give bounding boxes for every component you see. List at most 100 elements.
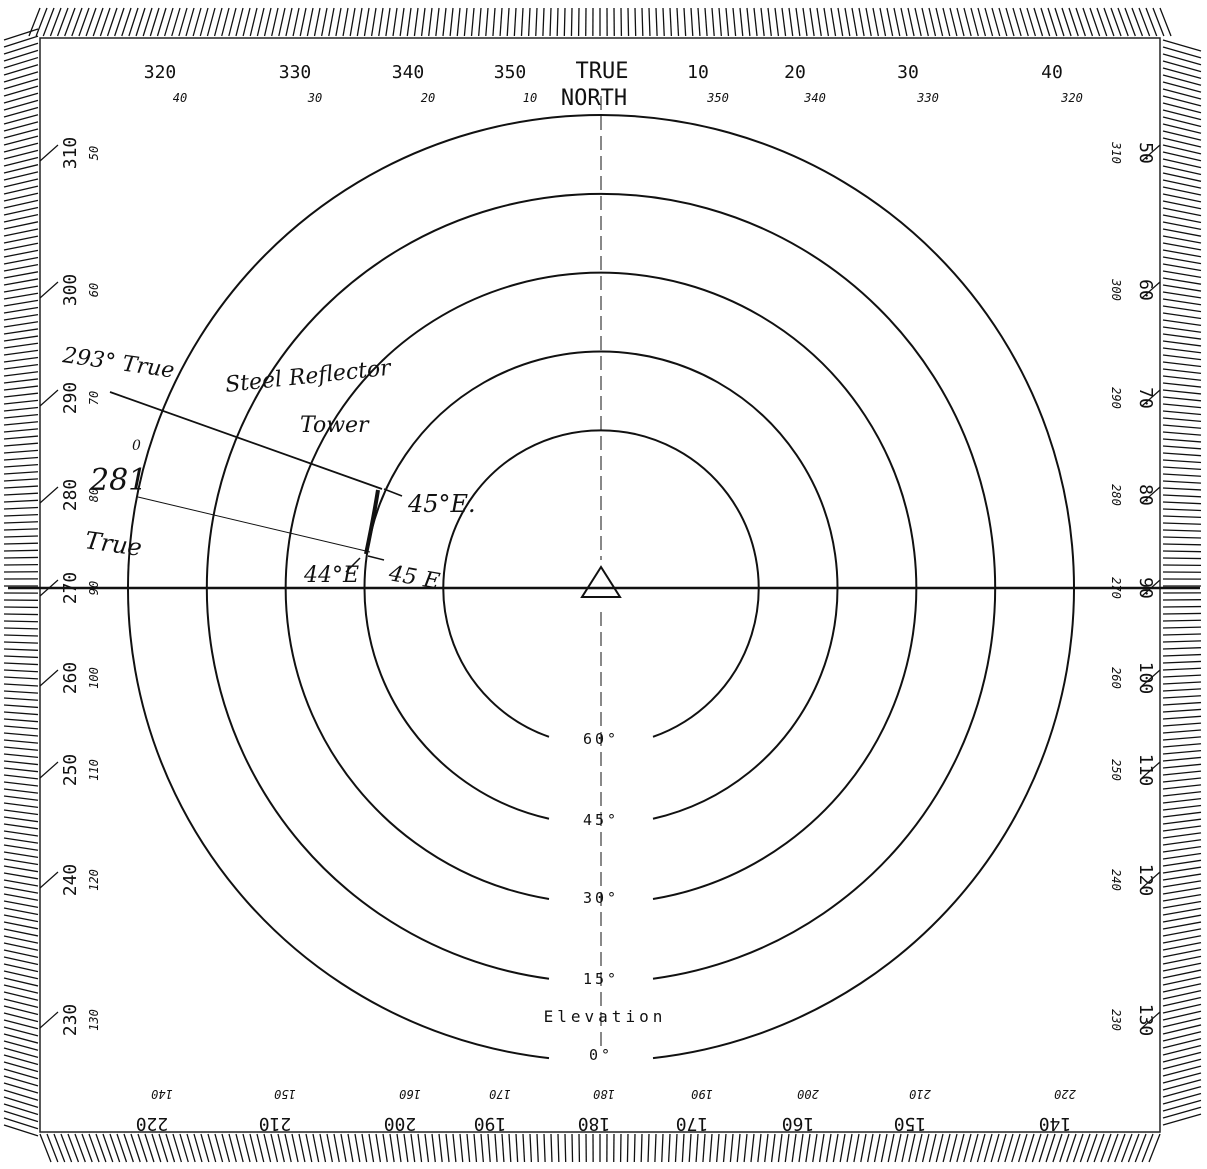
hatch-mark-top bbox=[788, 7, 794, 37]
hatch-mark-right bbox=[1162, 109, 1202, 121]
hatch-mark-left bbox=[3, 774, 39, 780]
hatch-mark-left bbox=[3, 928, 39, 937]
hatch-mark-top bbox=[809, 7, 815, 37]
hatch-mark-left bbox=[3, 321, 39, 328]
hatch-mark-right bbox=[1162, 852, 1202, 860]
hatch-mark-right bbox=[1162, 640, 1202, 643]
hatch-mark-right bbox=[1162, 1003, 1202, 1014]
hatch-mark-left bbox=[3, 42, 39, 55]
hatch-mark-top bbox=[893, 7, 901, 37]
hatch-mark-bottom bbox=[633, 1133, 636, 1163]
azimuth-bottom-inner-label: 200 bbox=[797, 1087, 819, 1101]
hatch-mark-top bbox=[335, 7, 342, 37]
hatch-mark-top bbox=[1138, 7, 1151, 37]
hatch-mark-right bbox=[1162, 743, 1202, 748]
hatch-mark-top bbox=[879, 7, 887, 37]
hatch-mark-left bbox=[3, 1082, 39, 1094]
hatch-mark-left bbox=[3, 449, 39, 454]
hatch-mark-left bbox=[3, 900, 39, 909]
hatch-mark-top bbox=[35, 7, 48, 37]
hatch-mark-left bbox=[3, 613, 39, 616]
hatch-mark-top bbox=[739, 7, 744, 37]
hatch-mark-top bbox=[928, 7, 937, 37]
hatch-mark-left bbox=[3, 492, 39, 496]
hatch-mark-top bbox=[669, 7, 673, 37]
hatch-mark-top bbox=[121, 7, 132, 37]
hatch-mark-top bbox=[563, 7, 566, 37]
hatch-mark-left bbox=[3, 1012, 39, 1023]
hatch-mark-top bbox=[106, 7, 118, 37]
hatch-mark-left bbox=[3, 106, 39, 118]
hatch-mark-right bbox=[1162, 990, 1202, 1000]
hatch-mark-bottom bbox=[305, 1133, 313, 1163]
hatch-mark-top bbox=[42, 7, 55, 37]
hatch-mark-bottom bbox=[333, 1133, 340, 1163]
elevation-lower-right: 45 E bbox=[386, 561, 442, 595]
hatch-mark-bottom bbox=[990, 1133, 1000, 1163]
hatch-mark-top bbox=[760, 7, 765, 37]
hatch-mark-left bbox=[3, 421, 39, 426]
azimuth-right-label: 60 bbox=[1135, 279, 1156, 301]
hatch-mark-bottom bbox=[921, 1133, 930, 1163]
hatch-mark-left bbox=[3, 970, 39, 980]
azimuth-right-label: 130 bbox=[1135, 1004, 1156, 1037]
scale-tick bbox=[1141, 761, 1161, 779]
hatch-mark-top bbox=[1145, 7, 1158, 37]
hatch-mark-right bbox=[1162, 494, 1202, 498]
hatch-mark-left bbox=[3, 192, 39, 202]
hatch-mark-right bbox=[1162, 130, 1202, 141]
scale-tick bbox=[39, 144, 59, 162]
hatch-mark-right bbox=[1162, 522, 1202, 525]
hatch-mark-left bbox=[3, 463, 39, 468]
azimuth-top-inner-label: 40 bbox=[173, 91, 187, 105]
hatch-mark-bottom bbox=[144, 1133, 155, 1163]
hatch-mark-top bbox=[676, 7, 680, 37]
hatch-mark-bottom bbox=[1031, 1133, 1042, 1163]
hatch-mark-right bbox=[1162, 935, 1202, 944]
hatch-mark-bottom bbox=[949, 1133, 958, 1163]
hatch-mark-right bbox=[1162, 123, 1202, 134]
azimuth-right-label: 50 bbox=[1135, 142, 1156, 164]
hatch-mark-right bbox=[1162, 1113, 1202, 1126]
hatch-mark-bottom bbox=[702, 1133, 706, 1163]
azimuth-right-inner-label: 260 bbox=[1109, 667, 1123, 689]
hatch-mark-left bbox=[3, 363, 39, 370]
hatch-mark-right bbox=[1162, 893, 1202, 902]
hatch-mark-left bbox=[3, 471, 39, 475]
hatch-mark-bottom bbox=[74, 1133, 86, 1163]
hatch-mark-bottom bbox=[207, 1133, 217, 1163]
hatch-mark-right bbox=[1162, 859, 1202, 867]
hatch-mark-top bbox=[499, 7, 503, 37]
azimuth-top-inner-label: 20 bbox=[421, 91, 435, 105]
hatch-mark-right bbox=[1162, 403, 1202, 409]
azimuth-right-inner-label: 240 bbox=[1109, 869, 1123, 891]
hatch-mark-bottom bbox=[860, 1133, 867, 1163]
azimuth-bottom-inner-label: 190 bbox=[691, 1087, 713, 1101]
hatch-mark-left bbox=[3, 907, 39, 916]
hatch-mark-top bbox=[1075, 7, 1086, 37]
hatch-mark-left bbox=[3, 164, 39, 174]
elevation-label-0: 0° bbox=[589, 1046, 613, 1064]
hatch-mark-right bbox=[1162, 60, 1202, 73]
hatch-mark-top bbox=[235, 7, 244, 37]
hatch-mark-left bbox=[3, 1075, 39, 1087]
hatch-mark-bottom bbox=[1148, 1133, 1161, 1163]
hatch-mark-left bbox=[3, 156, 39, 167]
hatch-mark-right bbox=[1162, 536, 1202, 539]
hatch-mark-right bbox=[1162, 277, 1202, 285]
hatch-mark-top bbox=[627, 7, 630, 37]
hatch-mark-bottom bbox=[193, 1133, 203, 1163]
hatch-mark-bottom bbox=[186, 1133, 196, 1163]
hatch-mark-left bbox=[3, 676, 39, 680]
hatch-mark-right bbox=[1162, 508, 1202, 512]
hatch-mark-top bbox=[456, 7, 461, 37]
hatch-mark-top bbox=[1061, 7, 1072, 37]
hatch-mark-bottom bbox=[846, 1133, 853, 1163]
azimuth-right-inner-label: 230 bbox=[1109, 1009, 1123, 1031]
hatch-mark-right bbox=[1162, 144, 1202, 155]
hatch-mark-bottom bbox=[389, 1133, 395, 1163]
hatch-mark-bottom bbox=[1141, 1133, 1154, 1163]
hatch-mark-left bbox=[3, 399, 39, 405]
hatch-mark-left bbox=[3, 690, 39, 694]
hatch-mark-right bbox=[1162, 88, 1202, 100]
